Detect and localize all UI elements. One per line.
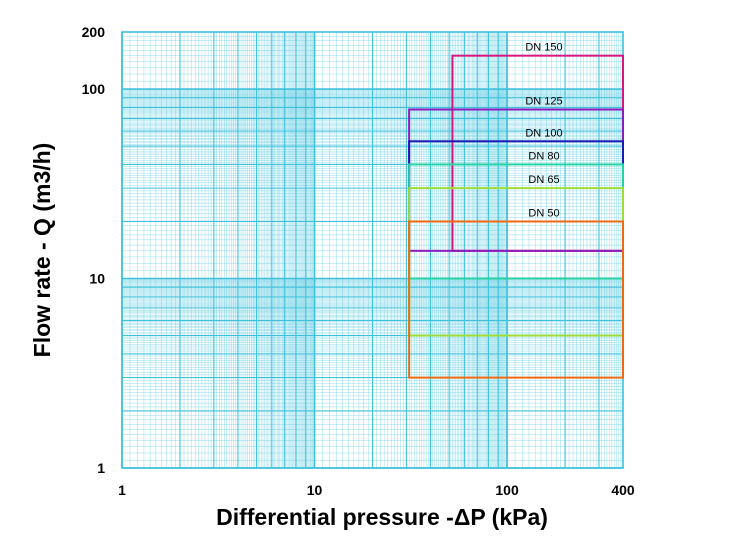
y-axis-title: Flow rate - Q (m3/h) xyxy=(29,143,55,358)
range-label-dn-80: DN 80 xyxy=(528,150,559,162)
range-label-dn-65: DN 65 xyxy=(528,174,559,186)
x-tick-labels: 1 10 100 400 xyxy=(118,482,635,498)
range-dn-50 xyxy=(408,220,624,379)
x-tick-label: 1 xyxy=(118,482,126,498)
range-label-dn-150: DN 150 xyxy=(525,42,562,54)
valve-size-ranges xyxy=(408,54,624,379)
y-tick-labels: 1 10 100 200 xyxy=(82,24,106,476)
y-tick-label: 200 xyxy=(82,24,106,40)
range-label-dn-100: DN 100 xyxy=(525,127,562,139)
range-labels: DN 150 DN 125 DN 100 DN 80 DN 65 DN 50 xyxy=(525,42,562,220)
x-tick-label: 100 xyxy=(495,482,519,498)
range-label-dn-50: DN 50 xyxy=(528,207,559,219)
y-tick-label: 1 xyxy=(97,460,105,476)
y-tick-label: 100 xyxy=(82,81,106,97)
x-tick-label: 400 xyxy=(611,482,635,498)
range-label-dn-125: DN 125 xyxy=(525,95,562,107)
x-axis-title: Differential pressure -ΔP (kPa) xyxy=(216,504,548,530)
x-tick-label: 10 xyxy=(307,482,323,498)
y-tick-label: 10 xyxy=(89,271,105,287)
